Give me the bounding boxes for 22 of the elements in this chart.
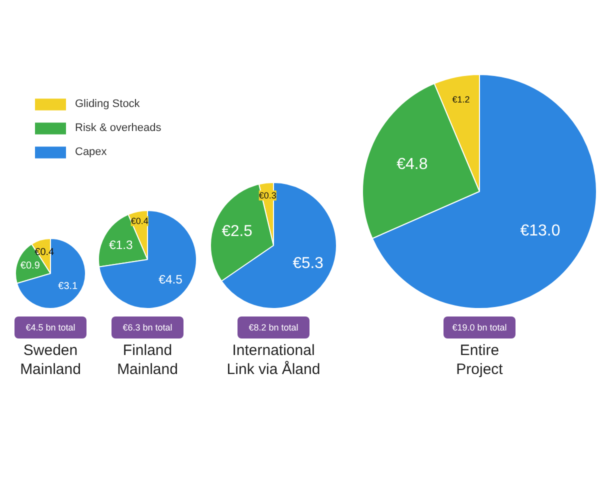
data-label: €0.4 [130,216,148,226]
text: €19.0 bn total [452,322,507,332]
text: Finland Mainland [117,342,178,378]
text: €4.5 bn total [26,322,76,332]
data-label: €2.5 [222,222,253,240]
text: €6.3 bn total [122,322,172,332]
text: International Link via Åland [226,342,320,378]
legend-label: Risk & overheads [75,122,162,134]
data-label: €0.3 [258,190,276,200]
legend-label: Capex [75,146,107,158]
data-label: €13.0 [520,222,560,240]
text: Sweden Mainland [20,342,81,378]
data-label: €4.5 [158,272,183,286]
data-label: €1.2 [452,94,470,105]
data-label: €5.3 [292,255,324,272]
text: €8.2 bn total [248,322,298,332]
data-label: €0.9 [20,260,40,272]
legend-label: Gliding Stock [75,98,140,110]
data-label: €4.8 [396,156,428,174]
data-label: €3.1 [58,281,78,292]
text: Entire Project [456,342,504,378]
data-label: €1.3 [109,238,134,252]
